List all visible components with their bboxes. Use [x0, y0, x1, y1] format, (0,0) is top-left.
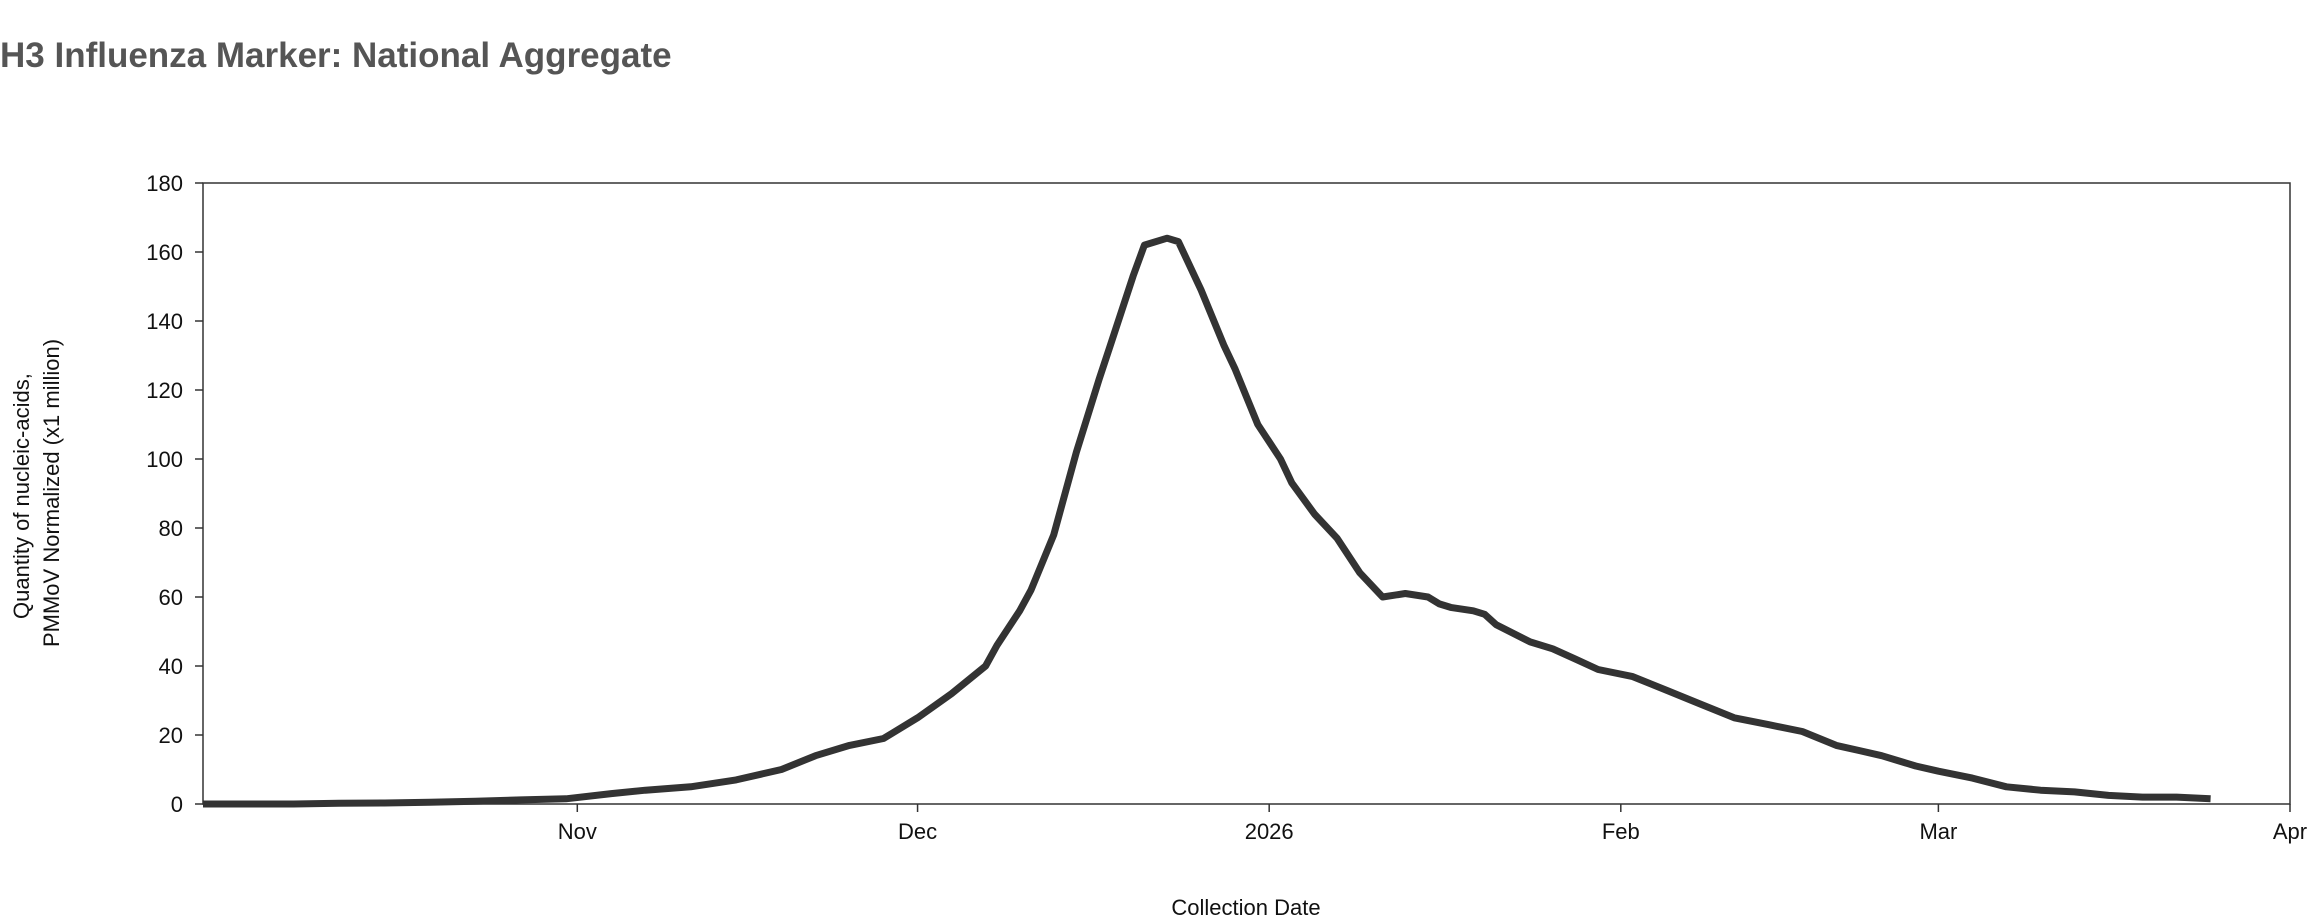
chart-title: H3 Influenza Marker: National Aggregate: [0, 36, 672, 75]
y-axis-label-line-1: Quantity of nucleic-acids,: [9, 373, 34, 619]
y-tick-label: 140: [146, 309, 183, 334]
y-axis-label: Quantity of nucleic-acids, PMMoV Normali…: [9, 339, 64, 647]
x-tick-label: Nov: [558, 819, 597, 844]
x-tick-label: Mar: [1919, 819, 1957, 844]
x-tick-label: Apr: [2273, 819, 2307, 844]
y-tick-label: 40: [159, 654, 183, 679]
x-axis: Nov Dec 2026 Feb Mar Apr: [558, 804, 2307, 844]
plot-area-border: [202, 182, 2291, 805]
y-tick-label: 60: [159, 585, 183, 610]
y-tick-label: 160: [146, 240, 183, 265]
x-tick-label: 2026: [1245, 819, 1294, 844]
y-tick-label: 180: [146, 171, 183, 196]
y-tick-label: 20: [159, 723, 183, 748]
series-line: [203, 234, 2211, 808]
y-tick-label: 100: [146, 447, 183, 472]
x-tick-label: Dec: [898, 819, 937, 844]
y-tick-label: 120: [146, 378, 183, 403]
y-tick-label: 0: [171, 792, 183, 817]
y-axis-label-line-2: PMMoV Normalized (x1 million): [39, 339, 64, 647]
x-axis-label: Collection Date: [1171, 895, 1320, 920]
x-tick-label: Feb: [1602, 819, 1640, 844]
y-axis: 0 20 40 60 80 100 120 140 160 180: [146, 171, 203, 817]
y-tick-label: 80: [159, 516, 183, 541]
